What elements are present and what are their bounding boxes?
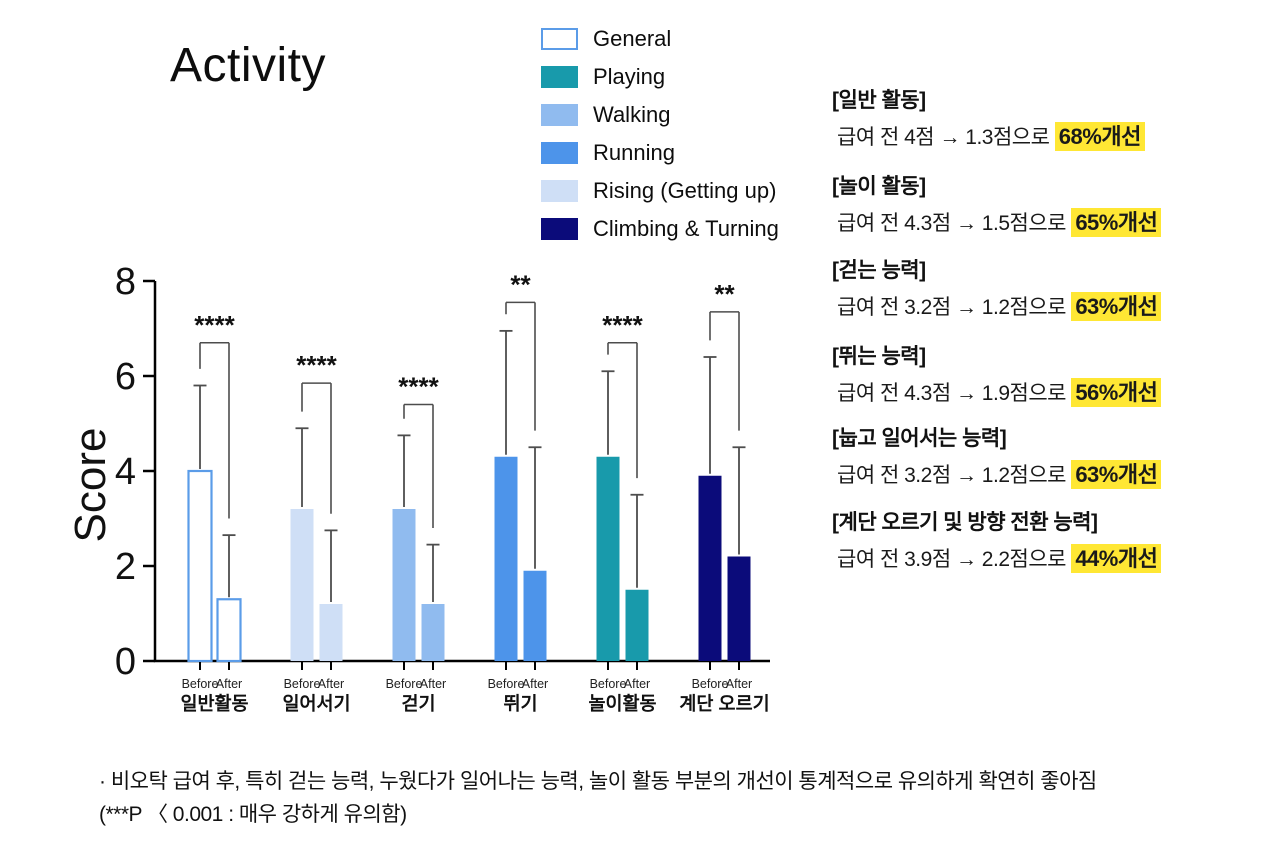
bar-after-3 [421,604,445,661]
chart-legend: General Playing Walking Running Rising (Gett… [541,26,779,255]
legend-label: Walking [593,102,671,127]
sig-stars: **** [602,310,643,340]
annotation-detail: 급여 전 4.3점 → 1.9점으로 56%개선 [832,375,1252,407]
group-label: 계단 오르기 [679,693,769,714]
annotation-title: [놀이 활동] [832,175,926,198]
y-tick-label: 0 [115,641,136,683]
y-tick-label: 2 [115,546,136,588]
annotation-detail: 급여 전 4점 → 1.3점으로 68%개선 [832,119,1252,151]
annotation-detail-text: 급여 전 4.3점 → 1.9점으로 [837,382,1072,405]
annotation-detail-text: 급여 전 3.2점 → 1.2점으로 [837,464,1072,487]
annotation-highlight: 56%개선 [1071,378,1162,407]
annotation-highlight: 65%개선 [1071,208,1162,237]
bar-after-1 [216,598,242,663]
sig-stars: ** [714,279,735,309]
bar-before-1 [187,469,213,663]
before-label: Before [590,677,627,691]
before-label: Before [488,677,525,691]
group-label: 걷기 [401,693,435,714]
y-tick-label: 6 [115,356,136,398]
legend-item-running: Running [541,140,779,165]
annotation-detail: 급여 전 3.2점 → 1.2점으로 63%개선 [832,457,1252,489]
legend-swatch [541,28,578,50]
after-label: After [726,677,752,691]
group-label: 일어서기 [282,693,350,714]
annotation-block-6: [계단 오르기 및 방향 전환 능력] 급여 전 3.9점 → 2.2점으로 44… [832,506,1252,573]
bar-before-2 [290,509,314,661]
after-label: After [318,677,344,691]
footnote-line-1: · 비오탁 급여 후, 특히 걷는 능력, 누웠다가 일어나는 능력, 놀이 활… [99,770,1097,793]
before-label: Before [182,677,219,691]
legend-label: Climbing & Turning [593,216,779,241]
bar-before-3 [392,509,416,661]
legend-label: General [593,26,672,51]
legend-item-rising-getting-up-: Rising (Getting up) [541,178,779,203]
annotation-highlight: 63%개선 [1071,292,1162,321]
annotation-title: [걷는 능력] [832,259,926,282]
sig-stars: **** [398,372,439,402]
y-tick-label: 8 [115,261,136,303]
annotation-block-4: [뛰는 능력] 급여 전 4.3점 → 1.9점으로 56%개선 [832,340,1252,407]
after-label: After [216,677,242,691]
annotation-detail-text: 급여 전 4점 → 1.3점으로 [837,126,1055,149]
bar-after-2 [319,604,343,661]
sig-stars: **** [194,310,235,340]
group-label: 놀이활동 [588,693,656,714]
bar-after-6 [727,556,751,661]
before-label: Before [386,677,423,691]
after-label: After [522,677,548,691]
annotation-title: [계단 오르기 및 방향 전환 능력] [832,511,1098,534]
annotation-block-2: [놀이 활동] 급여 전 4.3점 → 1.5점으로 65%개선 [832,170,1252,237]
legend-item-playing: Playing [541,64,779,89]
sig-stars: **** [296,350,337,380]
legend-label: Rising (Getting up) [593,178,777,203]
annotation-detail-text: 급여 전 4.3점 → 1.5점으로 [837,212,1072,235]
group-label: 뛰기 [503,693,537,714]
annotation-block-3: [걷는 능력] 급여 전 3.2점 → 1.2점으로 63%개선 [832,254,1252,321]
legend-swatch [541,104,578,126]
legend-swatch [541,180,578,202]
footnote-line-2: (***P 〈 0.001 : 매우 강하게 유의함) [99,802,407,826]
before-label: Before [692,677,729,691]
y-axis-title: Score [66,428,115,543]
after-label: After [420,677,446,691]
legend-swatch [541,66,578,88]
annotation-highlight: 44%개선 [1071,544,1162,573]
footnote: · 비오탁 급여 후, 특히 걷는 능력, 누웠다가 일어나는 능력, 놀이 활… [99,766,1097,831]
legend-swatch [541,218,578,240]
bar-after-5 [625,589,649,661]
annotation-detail: 급여 전 4.3점 → 1.5점으로 65%개선 [832,205,1252,237]
bar-before-6 [698,475,722,661]
group-label: 일반활동 [180,693,248,714]
annotation-detail: 급여 전 3.2점 → 1.2점으로 63%개선 [832,289,1252,321]
annotation-block-5: [눕고 일어서는 능력] 급여 전 3.2점 → 1.2점으로 63%개선 [832,422,1252,489]
legend-item-general: General [541,26,779,51]
annotation-detail: 급여 전 3.9점 → 2.2점으로 44%개선 [832,541,1252,573]
legend-item-walking: Walking [541,102,779,127]
chart-title: Activity [170,39,327,92]
annotation-title: [일반 활동] [832,89,926,112]
annotation-block-1: [일반 활동] 급여 전 4점 → 1.3점으로 68%개선 [832,84,1252,151]
bar-after-4 [523,570,547,661]
bar-before-4 [494,456,518,661]
legend-item-climbing-turning: Climbing & Turning [541,216,779,241]
y-tick-label: 4 [115,451,136,493]
bar-chart: 02468Score****BeforeAfter일반활동****BeforeA… [66,261,770,714]
bar-before-5 [596,456,620,661]
annotation-detail-text: 급여 전 3.9점 → 2.2점으로 [837,548,1072,571]
legend-swatch [541,142,578,164]
annotation-detail-text: 급여 전 3.2점 → 1.2점으로 [837,296,1072,319]
annotation-highlight: 68%개선 [1054,122,1145,151]
after-label: After [624,677,650,691]
annotation-title: [뛰는 능력] [832,345,926,368]
annotation-highlight: 63%개선 [1071,460,1162,489]
legend-label: Playing [593,64,666,89]
annotation-title: [눕고 일어서는 능력] [832,427,1007,450]
legend-label: Running [593,140,675,165]
sig-stars: ** [510,269,531,299]
before-label: Before [284,677,321,691]
